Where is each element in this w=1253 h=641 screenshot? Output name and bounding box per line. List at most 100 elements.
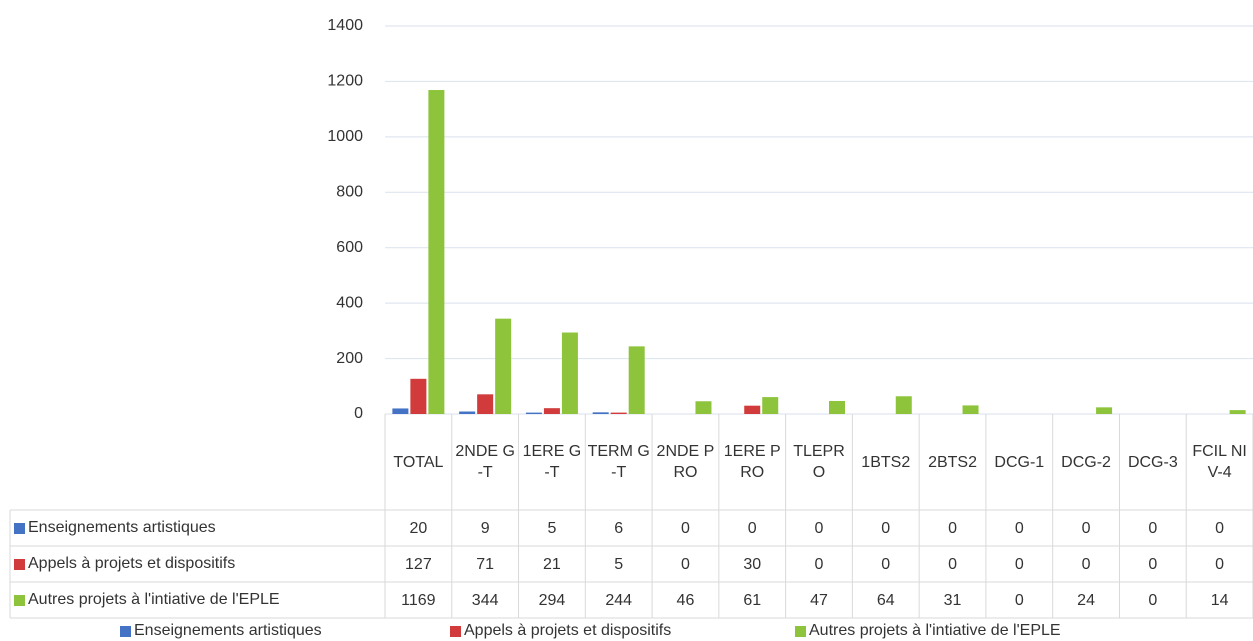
- y-tick-label: 1200: [327, 73, 363, 90]
- table-value: 64: [876, 591, 895, 609]
- bar: [495, 318, 512, 414]
- legend-key: [795, 625, 806, 637]
- category-label: 1ERE PRO: [723, 443, 781, 481]
- y-tick-label: 0: [354, 405, 363, 422]
- y-tick-label: 600: [336, 239, 363, 256]
- row-label-text: Enseignements artistiques: [28, 519, 216, 536]
- legend-key: [14, 594, 25, 606]
- table-value: 0: [1148, 519, 1158, 537]
- category-label: 2NDE PRO: [656, 443, 715, 481]
- row-label-text: Autres projets à l'intiative de l'EPLE: [28, 591, 280, 608]
- table-value: 0: [1014, 591, 1024, 609]
- table-value: 127: [405, 555, 432, 573]
- category-label: TOTAL: [393, 453, 444, 471]
- table-value: 0: [881, 555, 891, 573]
- table-value: 1169: [401, 591, 436, 609]
- table-value: 0: [747, 519, 757, 537]
- table-value: 0: [1215, 555, 1225, 573]
- legend-key: [14, 558, 25, 570]
- table-value: 0: [680, 519, 690, 537]
- table-value: 0: [1014, 555, 1024, 573]
- table-value: 0: [1081, 519, 1091, 537]
- bar: [459, 411, 476, 414]
- y-tick-label: 200: [336, 350, 363, 367]
- table-value: 6: [614, 519, 624, 537]
- table-value: 20: [409, 519, 428, 537]
- table-value: 14: [1210, 591, 1229, 609]
- legend-item: Appels à projets et dispositifs: [450, 620, 671, 641]
- table-value: 344: [471, 591, 499, 609]
- table-value: 5: [614, 555, 624, 573]
- category-label: 2NDE G-T: [455, 443, 515, 481]
- table-value: 21: [543, 555, 561, 573]
- category-label: 2BTS2: [928, 453, 977, 471]
- bar: [695, 401, 712, 414]
- row-label: Enseignements artistiques: [14, 510, 216, 546]
- legend-label: Appels à projets et dispositifs: [464, 622, 672, 639]
- bar: [962, 405, 979, 414]
- legend-item: Autres projets à l'intiative de l'EPLE: [795, 620, 1061, 641]
- table-value: 61: [743, 591, 762, 609]
- bar: [1096, 407, 1113, 414]
- bar: [610, 412, 627, 414]
- bar: [762, 397, 779, 414]
- table-value: 0: [881, 519, 891, 537]
- table-value: 47: [810, 591, 828, 609]
- bar: [525, 412, 542, 414]
- table-value: 0: [814, 519, 824, 537]
- table-value: 244: [605, 591, 633, 609]
- table-value: 24: [1077, 591, 1095, 609]
- bar: [744, 405, 761, 414]
- table-value: 0: [1081, 555, 1091, 573]
- row-label-text: Appels à projets et dispositifs: [28, 555, 236, 572]
- table-value: 0: [1215, 519, 1225, 537]
- legend-key: [450, 625, 461, 637]
- y-tick-label: 800: [336, 184, 363, 201]
- bar: [829, 400, 845, 414]
- table-value: 0: [680, 555, 690, 573]
- bar: [561, 332, 578, 414]
- table-value: 30: [743, 555, 762, 573]
- legend-key: [14, 522, 25, 534]
- category-label: 1BTS2: [861, 453, 911, 471]
- table-value: 0: [814, 555, 824, 573]
- bar: [1229, 410, 1246, 414]
- bar: [477, 394, 494, 414]
- bar: [592, 412, 609, 414]
- bar: [428, 90, 445, 415]
- category-label: FCIL NIV-4: [1192, 443, 1247, 481]
- y-tick-label: 400: [336, 294, 363, 311]
- bar: [392, 408, 409, 414]
- category-label: DCG-2: [1061, 453, 1111, 471]
- table-value: 5: [547, 519, 557, 537]
- category-label: TERM G-T: [587, 443, 650, 481]
- category-label: DCG-3: [1127, 453, 1178, 471]
- table-value: 0: [1014, 519, 1024, 537]
- table-value: 46: [676, 591, 695, 609]
- legend-key: [120, 625, 131, 637]
- row-label: Appels à projets et dispositifs: [14, 546, 235, 582]
- table-value: 9: [480, 519, 490, 537]
- category-label: 1ERE G-T: [522, 443, 582, 481]
- table-value: 294: [538, 591, 566, 609]
- table-value: 0: [948, 555, 957, 573]
- table-value: 0: [1148, 555, 1158, 573]
- table-value: 31: [943, 591, 962, 609]
- category-label: TLEPRO: [793, 443, 845, 481]
- table-value: 0: [1148, 591, 1158, 609]
- bar: [543, 408, 560, 414]
- bar: [628, 346, 645, 414]
- category-label: DCG-1: [994, 453, 1045, 471]
- bar: [410, 378, 427, 414]
- bar: [895, 396, 912, 414]
- legend-item: Enseignements artistiques: [120, 620, 322, 641]
- y-tick-label: 1000: [327, 128, 363, 145]
- legend-label: Autres projets à l'intiative de l'EPLE: [809, 622, 1061, 639]
- table-value: 71: [476, 555, 495, 573]
- row-label: Autres projets à l'intiative de l'EPLE: [14, 582, 280, 618]
- legend-label: Enseignements artistiques: [134, 622, 322, 639]
- y-tick-label: 1400: [327, 17, 363, 34]
- table-value: 0: [948, 519, 957, 537]
